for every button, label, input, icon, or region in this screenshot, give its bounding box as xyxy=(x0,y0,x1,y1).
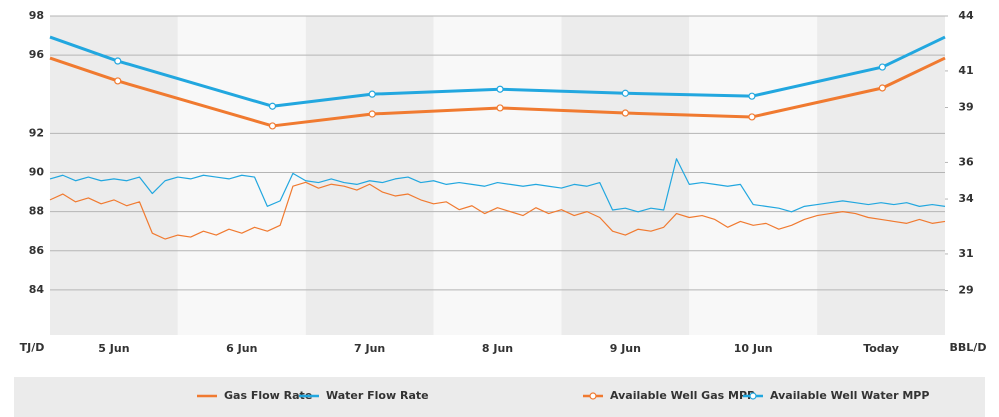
day-band xyxy=(433,16,562,335)
point-marker xyxy=(878,84,886,92)
y-tick-label: 90 xyxy=(29,166,45,179)
legend-label: Water Flow Rate xyxy=(326,389,429,402)
x-tick-label: 10 Jun xyxy=(734,342,773,355)
y2-axis-label: BBL/D xyxy=(950,341,987,354)
point-marker xyxy=(621,109,629,117)
point-marker xyxy=(114,77,122,85)
point-marker xyxy=(748,113,756,121)
point-marker xyxy=(748,92,756,100)
point-marker xyxy=(368,90,376,98)
y-tick-label: 84 xyxy=(29,283,45,296)
point-marker xyxy=(114,57,122,65)
y-axis-label: TJ/D xyxy=(20,341,45,354)
y-tick-label: 86 xyxy=(29,244,45,257)
point-marker xyxy=(368,110,376,118)
day-band xyxy=(689,16,818,335)
point-marker xyxy=(496,104,504,112)
x-tick-label: 7 Jun xyxy=(354,342,385,355)
y2-tick-label: 36 xyxy=(958,155,974,168)
x-tick-label: 6 Jun xyxy=(226,342,257,355)
legend-marker xyxy=(589,392,597,400)
y2-tick-label: 29 xyxy=(958,284,973,297)
point-marker xyxy=(878,63,886,71)
point-marker xyxy=(268,122,277,130)
point-marker xyxy=(268,102,277,110)
y2-tick-label: 39 xyxy=(958,101,973,114)
y-tick-label: 98 xyxy=(29,9,44,22)
y2-tick-label: 44 xyxy=(958,9,974,22)
x-tick-label: Today xyxy=(863,342,899,355)
x-tick-label: 5 Jun xyxy=(98,342,129,355)
legend-label: Available Well Water MPP xyxy=(770,389,929,402)
series-line xyxy=(49,158,946,213)
legend-label: Gas Flow Rate xyxy=(224,389,312,402)
point-marker xyxy=(496,85,504,93)
y-tick-label: 92 xyxy=(29,126,44,139)
legend-marker xyxy=(749,392,757,400)
y2-tick-label: 34 xyxy=(958,192,974,205)
plot: 98 96 92 90 88 86 84 44 41 39 36 34 31 29 5 Jun 6 Jun 7 … xyxy=(29,9,974,355)
day-band xyxy=(305,16,434,335)
day-band xyxy=(561,16,690,335)
day-band xyxy=(50,16,178,335)
y-tick-label: 88 xyxy=(29,205,44,218)
y2-tick-label: 41 xyxy=(958,64,973,77)
legend-box xyxy=(14,377,985,417)
series-line xyxy=(49,181,946,240)
point-marker xyxy=(621,89,629,97)
y-tick-label: 96 xyxy=(29,48,45,61)
legend-label: Available Well Gas MPP xyxy=(610,389,755,402)
y2-tick-label: 31 xyxy=(958,247,973,260)
x-tick-label: 9 Jun xyxy=(610,342,641,355)
x-tick-label: 8 Jun xyxy=(482,342,513,355)
